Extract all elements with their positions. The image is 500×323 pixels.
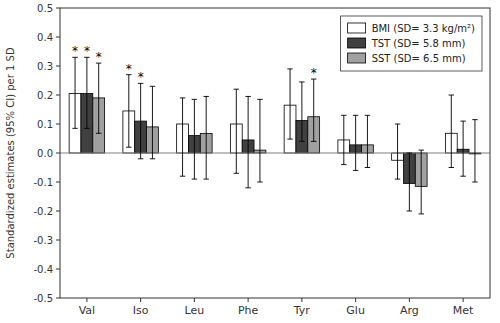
y-axis-label: Standardized estimates (95% CI) per 1 SD: [5, 47, 16, 259]
y-tick: [56, 124, 60, 125]
legend-swatch: [348, 53, 366, 63]
y-tick-label: 0.5: [37, 3, 53, 14]
legend-label: TST (SD= 5.8 mm): [371, 38, 466, 49]
x-tick: [355, 298, 356, 302]
error-bar: [72, 57, 77, 128]
x-tick: [463, 298, 464, 302]
significance-marker: *: [126, 62, 132, 76]
y-tick-label: 0.2: [37, 90, 53, 101]
y-tick: [56, 95, 60, 96]
y-tick: [56, 211, 60, 212]
legend-label: BMI (SD= 3.3 kg/m²): [372, 23, 475, 34]
plot-area: [60, 57, 490, 214]
y-tick: [56, 269, 60, 270]
error-bar: [245, 96, 250, 187]
x-tick-label: Phe: [238, 304, 259, 317]
legend: BMI (SD= 3.3 kg/m²) TST (SD= 5.8 mm) SST (…: [341, 16, 482, 71]
significance-marker: *: [96, 50, 102, 64]
y-tick-label: -0.4: [33, 264, 53, 275]
error-bar: [353, 115, 358, 170]
error-bar: [365, 115, 370, 167]
error-bar: [299, 82, 304, 141]
y-tick-label: 0.3: [37, 61, 53, 72]
y-tick: [56, 153, 60, 154]
significance-marker: *: [72, 44, 78, 58]
error-bar: [418, 150, 423, 214]
x-tick-label: Arg: [400, 304, 419, 317]
legend-frame: [341, 16, 482, 71]
y-tick-label: -0.5: [33, 293, 53, 304]
significance-marker: *: [311, 66, 317, 80]
error-bar: [341, 115, 346, 164]
error-bar: [257, 99, 262, 182]
y-tick-label: -0.3: [33, 235, 53, 246]
error-bar: [460, 121, 465, 176]
x-tick-label: Leu: [185, 304, 205, 317]
chart: -0.5 -0.4 -0.3 -0.2 -0.1 0.0 0.1 0.2 0.3 0.4 0.5 St…: [0, 0, 500, 323]
y-tick: [56, 66, 60, 67]
plot-frame: [60, 8, 490, 298]
y-tick: [56, 182, 60, 183]
x-tick: [194, 298, 195, 302]
error-bar: [234, 89, 239, 173]
error-bar: [203, 96, 208, 179]
error-bar: [84, 57, 89, 128]
legend-label: SST (SD= 6.5 mm): [372, 53, 466, 64]
error-bar: [472, 120, 477, 182]
legend-swatch: [348, 23, 366, 33]
y-tick: [56, 8, 60, 9]
y-tick-label: 0.4: [37, 32, 53, 43]
x-tick-label: Met: [453, 304, 474, 317]
y-tick-label: -0.2: [33, 206, 53, 217]
error-bar: [138, 83, 143, 158]
x-tick: [140, 298, 141, 302]
error-bar: [180, 98, 185, 176]
x-tick-label: Iso: [133, 304, 149, 317]
significance-marker: *: [138, 70, 144, 84]
error-bar: [407, 153, 412, 211]
significance-marker: *: [84, 44, 90, 58]
x-tick: [301, 298, 302, 302]
x-tick: [409, 298, 410, 302]
error-bar: [192, 99, 197, 179]
x-tick-label: Glu: [346, 304, 365, 317]
error-bar: [395, 124, 400, 179]
x-tick-label: Val: [79, 304, 95, 317]
error-bar: [150, 86, 155, 159]
x-tick: [86, 298, 87, 302]
baseline: [60, 152, 490, 153]
legend-swatch: [348, 38, 366, 48]
x-tick-label: Tyr: [293, 304, 311, 317]
y-tick-label: 0.0: [37, 148, 53, 159]
y-tick-label: -0.1: [33, 177, 53, 188]
error-bar: [126, 75, 131, 148]
error-bar: [287, 69, 292, 139]
error-bar: [449, 95, 454, 168]
error-bar: [311, 79, 316, 141]
x-tick: [248, 298, 249, 302]
y-tick: [56, 240, 60, 241]
y-tick-label: 0.1: [37, 119, 53, 130]
error-bar: [96, 63, 101, 133]
y-tick: [56, 298, 60, 299]
y-tick: [56, 37, 60, 38]
